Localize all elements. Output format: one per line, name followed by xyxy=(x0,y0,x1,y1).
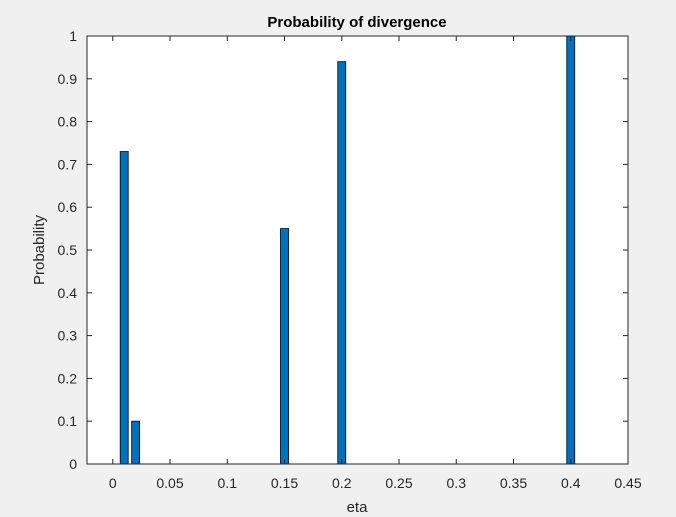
y-tick-label: 0.7 xyxy=(58,156,78,172)
bar-eta-0.02 xyxy=(131,420,141,465)
y-tick-label: 0.3 xyxy=(58,328,78,344)
x-tick-label: 0.2 xyxy=(332,475,352,491)
y-tick-label: 0.5 xyxy=(58,242,78,258)
plot-area xyxy=(87,36,628,464)
y-tick-label: 0.6 xyxy=(58,199,78,215)
y-axis-label: Probability xyxy=(31,214,48,285)
x-tick-label: 0.15 xyxy=(271,475,298,491)
x-tick-label: 0.1 xyxy=(218,475,238,491)
y-tick-label: 1 xyxy=(69,28,77,44)
chart-title: Probability of divergence xyxy=(267,14,446,31)
y-tick-label: 0 xyxy=(69,456,77,472)
bar-eta-0.4 xyxy=(566,35,576,465)
x-tick-label: 0.4 xyxy=(561,475,581,491)
bar-eta-0.01 xyxy=(119,151,129,465)
x-tick-label: 0.05 xyxy=(156,475,183,491)
y-tick-label: 0.2 xyxy=(58,370,78,386)
y-tick-label: 0.4 xyxy=(58,285,78,301)
bar-eta-0.15 xyxy=(280,228,289,465)
x-tick-label: 0.3 xyxy=(447,475,467,491)
bar-eta-0.2 xyxy=(337,61,347,465)
x-tick-label: 0.35 xyxy=(500,475,527,491)
x-tick-label: 0.45 xyxy=(614,475,641,491)
bars-group xyxy=(119,35,576,465)
x-tick-label: 0.25 xyxy=(385,475,412,491)
axes-box xyxy=(86,35,629,465)
ticks-group: 0 0.05 0.1 0.15 0.2 0.25 0.3 0.35 0.4 0.45 0 0.1 0.2… xyxy=(58,28,642,491)
y-tick-label: 0.1 xyxy=(58,413,78,429)
y-tick-label: 0.9 xyxy=(58,71,78,87)
x-tick-label: 0 xyxy=(109,475,117,491)
x-axis-label: eta xyxy=(347,499,369,516)
y-tick-label: 0.8 xyxy=(58,114,78,130)
